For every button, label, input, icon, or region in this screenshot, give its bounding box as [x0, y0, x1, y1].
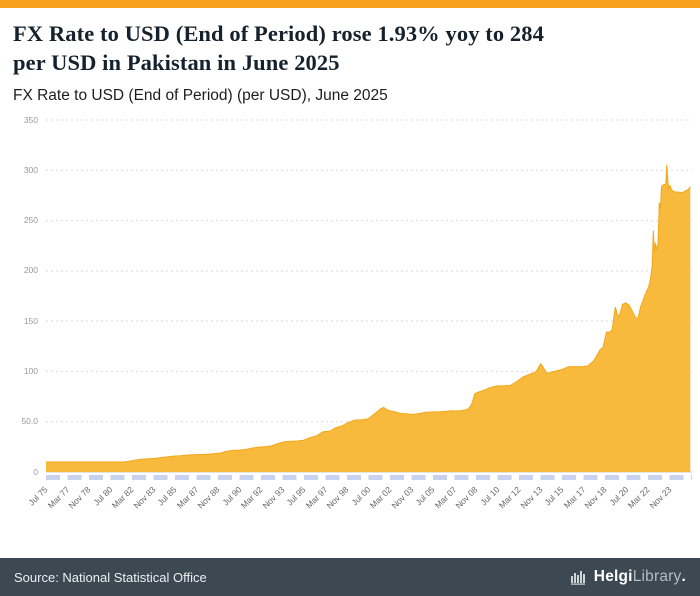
y-tick-label: 200 — [23, 265, 38, 276]
logo-text-dot: . — [681, 568, 686, 585]
y-tick-label: 50.0 — [21, 416, 38, 427]
area-series-edge — [46, 164, 691, 463]
chart-area: 0 50.0 100 150 200 250 300 350 Jul 75 Mar 77 Nov 7… — [0, 107, 700, 539]
page-title-line1: FX Rate to USD (End of Period) rose 1.93… — [13, 21, 544, 46]
helgi-logo-icon — [570, 571, 585, 585]
logo-text-library: Library — [632, 568, 682, 585]
top-accent-bar — [0, 0, 700, 8]
y-tick-label: 350 — [23, 114, 38, 125]
fx-rate-area-chart — [46, 119, 692, 473]
area-series — [46, 164, 691, 472]
page-title-line2: per USD in Pakistan in June 2025 — [13, 49, 340, 75]
y-tick-label: 300 — [23, 164, 38, 175]
header: FX Rate to USD (End of Period) rose 1.93… — [0, 8, 700, 105]
y-tick-label: 100 — [23, 366, 38, 377]
helgi-library-logo: HelgiLibrary. — [570, 568, 686, 586]
page-title: FX Rate to USD (End of Period) rose 1.93… — [13, 20, 684, 78]
y-tick-label: 0 — [33, 466, 38, 477]
logo-text-helgi: Helgi — [593, 568, 633, 585]
y-tick-label: 150 — [23, 315, 38, 326]
logo-text: HelgiLibrary. — [594, 568, 686, 586]
footer: Source: National Statistical Office Helg… — [0, 558, 700, 596]
y-tick-label: 250 — [23, 215, 38, 226]
x-axis-tick-strip — [46, 474, 692, 480]
chart-subtitle: FX Rate to USD (End of Period) (per USD)… — [13, 86, 388, 104]
source-note: Source: National Statistical Office — [14, 569, 207, 585]
